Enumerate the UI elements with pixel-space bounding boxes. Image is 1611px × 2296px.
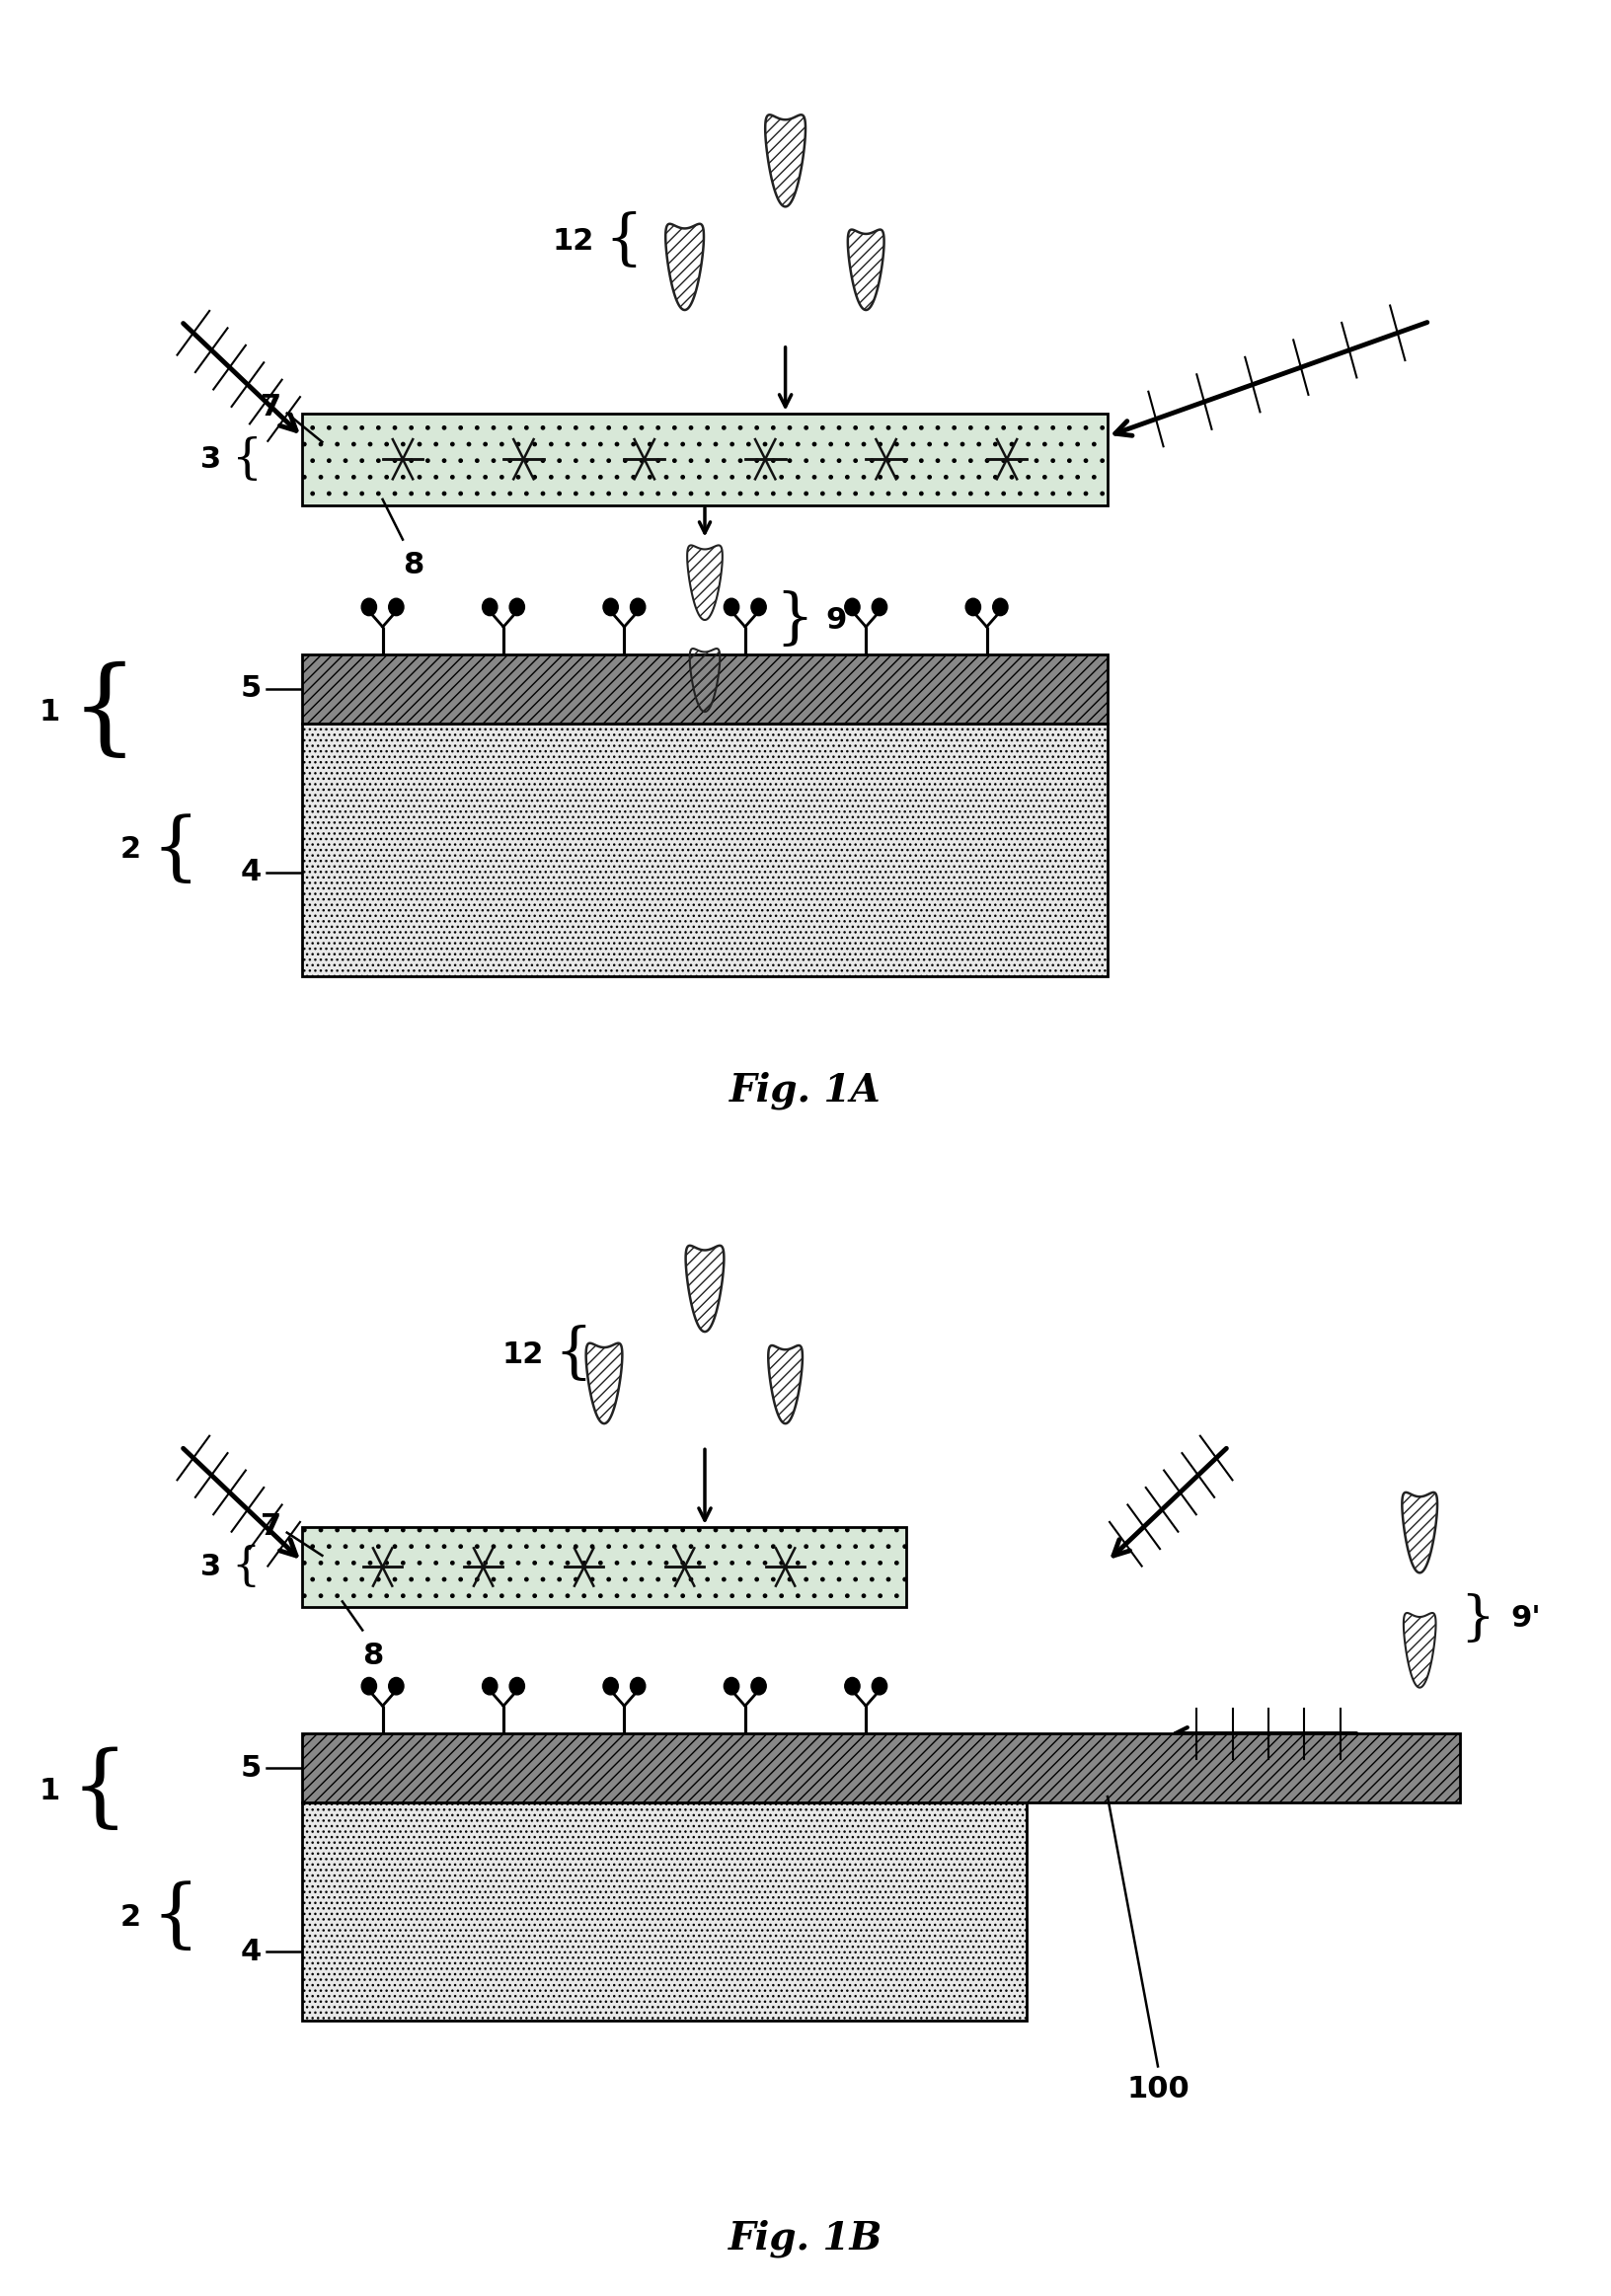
Circle shape [723, 1678, 739, 1694]
Circle shape [751, 599, 767, 615]
Text: 4: 4 [240, 859, 263, 886]
Text: 1: 1 [39, 1777, 61, 1805]
Circle shape [630, 1678, 646, 1694]
Text: 4: 4 [240, 1938, 263, 1965]
Circle shape [992, 599, 1008, 615]
Bar [303, 1802, 1028, 2020]
Text: Fig. 1A: Fig. 1A [730, 1072, 881, 1109]
Text: 5: 5 [240, 1754, 263, 1782]
Text: {: { [71, 1747, 129, 1835]
Bar [303, 723, 1108, 976]
Text: 3: 3 [201, 445, 222, 473]
Text: 7: 7 [261, 1513, 282, 1541]
Text: 3: 3 [201, 1552, 222, 1582]
Text: 100: 100 [1126, 2076, 1189, 2103]
Circle shape [630, 599, 646, 615]
Text: 8: 8 [362, 1642, 383, 1669]
Text: {: { [232, 436, 263, 482]
Circle shape [844, 599, 860, 615]
Bar [303, 654, 1108, 723]
Text: {: { [554, 1325, 593, 1384]
Circle shape [361, 599, 377, 615]
Circle shape [509, 1678, 525, 1694]
Circle shape [388, 1678, 404, 1694]
Text: Fig. 1B: Fig. 1B [728, 2220, 883, 2257]
Text: {: { [151, 1880, 198, 1954]
Circle shape [965, 599, 981, 615]
Text: {: { [604, 211, 643, 271]
Text: 2: 2 [121, 1903, 142, 1931]
Text: 12: 12 [553, 227, 594, 255]
Text: {: { [232, 1545, 261, 1589]
Circle shape [872, 1678, 888, 1694]
Text: 7: 7 [261, 393, 282, 422]
Circle shape [482, 1678, 498, 1694]
Circle shape [751, 1678, 767, 1694]
Text: 5: 5 [240, 675, 263, 703]
Text: 12: 12 [503, 1341, 545, 1368]
Circle shape [723, 599, 739, 615]
Bar [303, 1527, 907, 1607]
Text: 9: 9 [826, 606, 847, 634]
Text: 2: 2 [121, 836, 142, 863]
Circle shape [361, 1678, 377, 1694]
Text: {: { [151, 813, 198, 886]
Text: }: } [775, 590, 814, 650]
Circle shape [603, 599, 619, 615]
Bar [303, 413, 1108, 505]
Text: 9': 9' [1511, 1605, 1540, 1632]
Circle shape [603, 1678, 619, 1694]
Text: {: { [71, 661, 137, 762]
Circle shape [509, 599, 525, 615]
Text: 8: 8 [403, 551, 424, 579]
Text: }: } [1460, 1593, 1495, 1644]
Circle shape [872, 599, 888, 615]
Circle shape [482, 599, 498, 615]
Circle shape [388, 599, 404, 615]
Text: 1: 1 [39, 698, 61, 726]
Bar [303, 1733, 1460, 1802]
Circle shape [844, 1678, 860, 1694]
